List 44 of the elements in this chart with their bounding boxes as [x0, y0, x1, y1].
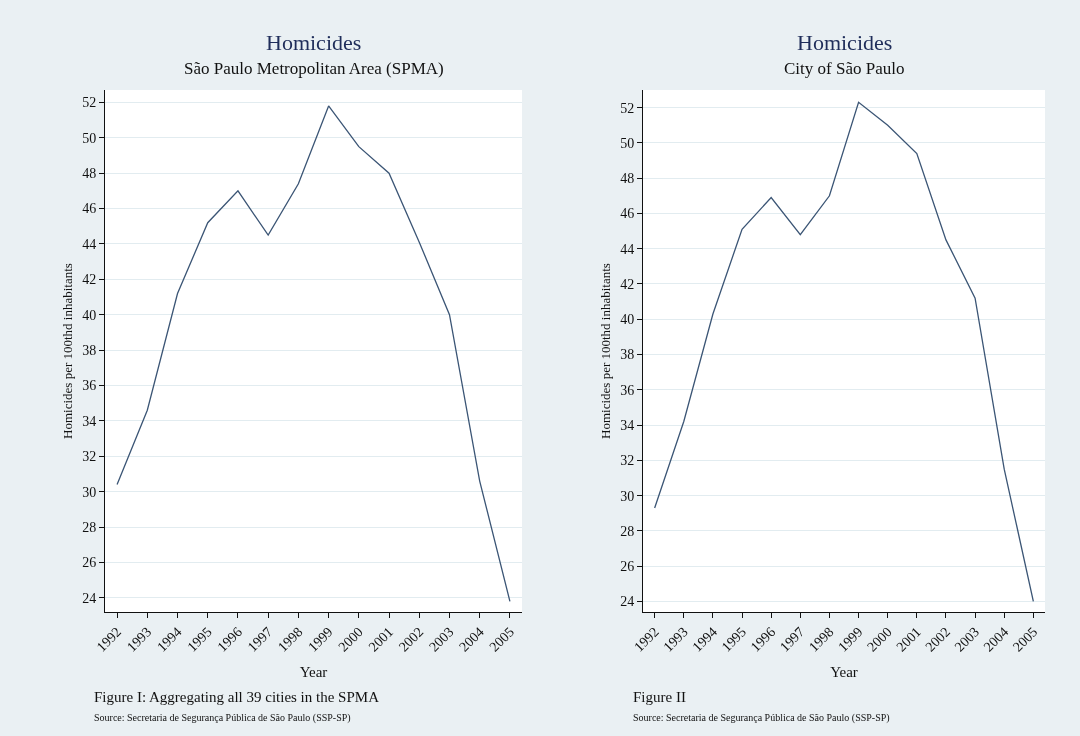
y-tick-label: 32	[82, 449, 97, 465]
y-tick-label: 46	[82, 201, 97, 217]
y-tick-label: 24	[620, 594, 635, 610]
y-tick-label: 52	[620, 100, 635, 116]
y-tick-label: 44	[82, 236, 97, 252]
y-tick-label: 38	[82, 343, 97, 359]
line-series	[116, 105, 511, 603]
y-tick-label: 24	[82, 590, 97, 606]
chart-subtitle: City of São Paulo	[784, 59, 905, 78]
x-axis-title: Year	[299, 663, 328, 680]
y-tick-label: 50	[82, 130, 97, 146]
chart-subtitle: São Paulo Metropolitan Area (SPMA)	[184, 59, 444, 78]
y-tick-label: 30	[620, 488, 635, 504]
y-tick-label: 38	[620, 347, 635, 363]
y-tick-label: 48	[620, 171, 635, 187]
chart-title: Homicides	[266, 30, 362, 55]
y-tick-label: 42	[620, 276, 635, 292]
y-tick-label: 40	[82, 307, 97, 323]
source-note: Source: Secretaria de Segurança Pública de São Paulo (SSP-SP)	[94, 712, 351, 724]
y-tick-label: 40	[620, 312, 635, 328]
y-tick-label: 42	[82, 272, 97, 288]
y-tick-label: 34	[620, 417, 635, 433]
y-tick-label: 44	[620, 241, 635, 257]
y-tick-label: 48	[82, 166, 97, 182]
y-tick-label: 52	[82, 95, 97, 111]
y-axis-title: Homicides per 100thd inhabitants	[60, 263, 76, 439]
y-tick-label: 36	[620, 382, 635, 398]
chart-title: Homicides	[797, 30, 893, 55]
y-tick-label: 50	[620, 135, 635, 151]
y-tick-label: 32	[620, 453, 635, 469]
y-tick-label: 46	[620, 206, 635, 222]
line-series	[654, 101, 1034, 603]
y-tick-label: 28	[620, 523, 635, 539]
y-tick-label: 34	[82, 413, 97, 429]
y-tick-label: 30	[82, 484, 97, 500]
y-axis-title: Homicides per 100thd inhabitants	[598, 263, 614, 439]
source-note: Source: Secretaria de Segurança Pública de São Paulo (SSP-SP)	[633, 712, 890, 724]
y-tick-label: 28	[82, 519, 97, 535]
text: Figure II	[633, 689, 686, 705]
text: Figure I: Aggregating all 39 cities in the SPMA	[94, 689, 380, 705]
y-tick-label: 26	[620, 559, 635, 575]
y-tick-label: 26	[82, 555, 97, 571]
x-axis-title: Year	[830, 663, 858, 680]
y-tick-label: 36	[82, 378, 97, 394]
